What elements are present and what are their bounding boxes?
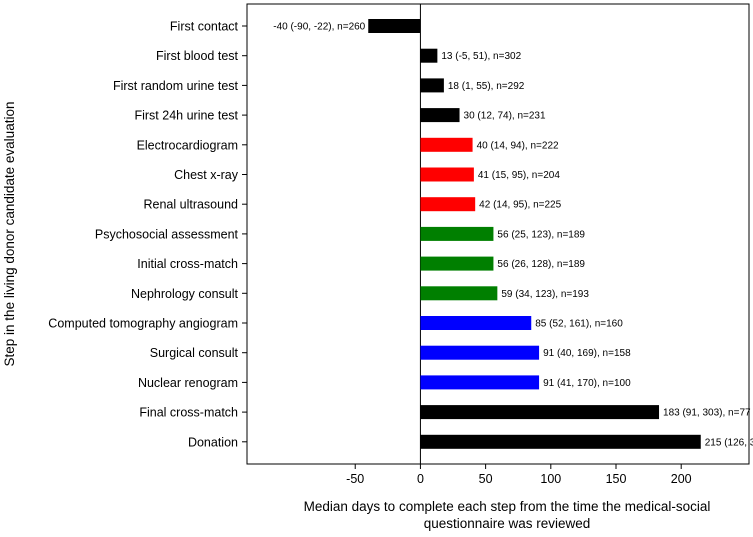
category-label: First random urine test xyxy=(113,79,239,93)
data-labels: -40 (-90, -22), n=260 13 (-5, 51), n=302 1… xyxy=(273,22,753,449)
category-label: Donation xyxy=(188,435,238,449)
bar xyxy=(420,137,473,152)
x-axis-title-line2: questionnaire was reviewed xyxy=(424,516,591,531)
category-label: Initial cross-match xyxy=(137,257,238,271)
category-label: Nephrology consult xyxy=(131,287,239,301)
data-label: 215 (126, 343), n=91 xyxy=(705,437,753,448)
bar xyxy=(420,48,438,63)
bar xyxy=(420,286,498,301)
bar xyxy=(368,19,421,33)
category-label: Nuclear renogram xyxy=(138,376,238,390)
category-label: Computed tomography angiogram xyxy=(48,317,238,331)
x-axis-ticks: -50 0 50 100 150 200 xyxy=(346,464,692,486)
data-label: 18 (1, 55), n=292 xyxy=(448,81,525,92)
x-tick-label: 150 xyxy=(606,472,627,486)
category-label: First 24h urine test xyxy=(134,109,238,123)
data-label: -40 (-90, -22), n=260 xyxy=(273,22,365,33)
x-tick-label: 0 xyxy=(417,472,424,486)
data-label: 56 (26, 128), n=189 xyxy=(497,259,585,270)
category-label: Chest x-ray xyxy=(174,168,239,182)
data-label: 85 (52, 161), n=160 xyxy=(535,319,623,330)
bar xyxy=(420,78,444,93)
bar xyxy=(420,167,474,182)
category-label: Electrocardiogram xyxy=(137,138,238,152)
y-axis-title: Step in the living donor candidate evalu… xyxy=(2,102,17,367)
data-label: 41 (15, 95), n=204 xyxy=(478,170,560,181)
bar xyxy=(420,197,476,212)
bar xyxy=(420,345,540,360)
x-axis-title-line1: Median days to complete each step from t… xyxy=(304,499,711,514)
x-tick-label: 100 xyxy=(540,472,561,486)
bar xyxy=(420,256,494,271)
category-label: Renal ultrasound xyxy=(143,198,238,212)
category-labels: First contact First blood test First rando… xyxy=(48,20,247,449)
data-label: 40 (14, 94), n=222 xyxy=(477,140,559,151)
data-label: 91 (40, 169), n=158 xyxy=(543,348,631,359)
category-label: Surgical consult xyxy=(150,346,239,360)
x-tick-label: -50 xyxy=(346,472,364,486)
data-label: 183 (91, 303), n=77 xyxy=(663,408,751,419)
data-label: 56 (25, 123), n=189 xyxy=(497,229,585,240)
bar xyxy=(420,108,460,123)
data-label: 91 (41, 170), n=100 xyxy=(543,378,631,389)
category-label: First blood test xyxy=(156,49,239,63)
x-tick-label: 50 xyxy=(479,472,493,486)
bar xyxy=(420,316,532,330)
bars-layer xyxy=(368,4,701,464)
data-label: 42 (14, 95), n=225 xyxy=(479,200,561,211)
bar xyxy=(420,434,701,449)
category-label: Psychosocial assessment xyxy=(95,227,239,241)
data-label: 59 (34, 123), n=193 xyxy=(501,289,589,300)
category-label: Final cross-match xyxy=(139,406,238,420)
data-label: 30 (12, 74), n=231 xyxy=(464,111,546,122)
bar xyxy=(420,226,494,241)
data-label: 13 (-5, 51), n=302 xyxy=(441,51,521,62)
bar xyxy=(420,375,540,390)
category-label: First contact xyxy=(170,20,239,34)
x-tick-label: 200 xyxy=(671,472,692,486)
bar xyxy=(420,405,660,420)
